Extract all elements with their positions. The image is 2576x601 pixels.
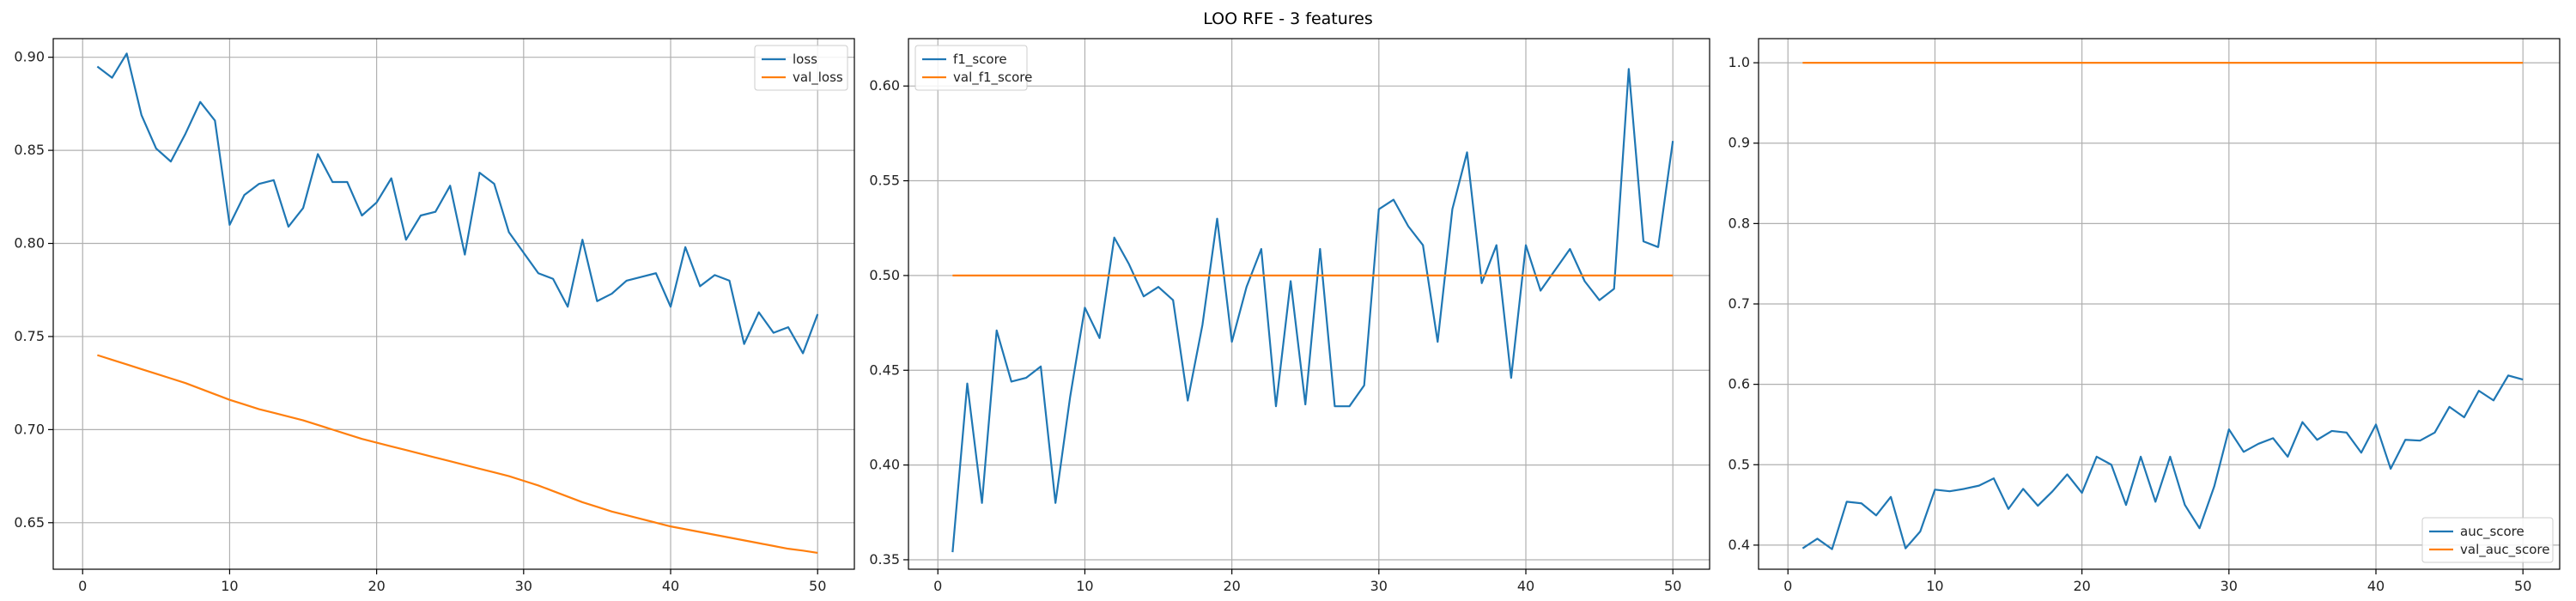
x-tick-label: 20 [2073, 578, 2090, 594]
x-tick-label: 10 [1076, 578, 1093, 594]
x-tick-label: 40 [2367, 578, 2385, 594]
x-tick-label: 20 [1223, 578, 1240, 594]
axes-frame [52, 38, 855, 570]
series-line-loss [96, 52, 819, 355]
x-tick-label: 10 [1926, 578, 1943, 594]
y-tick-label: 0.55 [869, 173, 900, 189]
legend: loss val_loss [754, 45, 848, 91]
legend-label: f1_score [953, 52, 1007, 68]
x-tick-label: 30 [1370, 578, 1388, 594]
legend-label: loss [793, 52, 817, 67]
figure-title: LOO RFE - 3 features [1203, 9, 1373, 28]
axes-frame [908, 38, 1710, 570]
legend-label: val_loss [793, 70, 843, 86]
y-tick-label: 0.40 [869, 457, 900, 473]
y-tick-label: 0.9 [1728, 135, 1750, 151]
y-tick-label: 0.8 [1728, 215, 1750, 231]
x-tick-label: 0 [933, 578, 942, 594]
legend-box [2421, 517, 2554, 563]
y-tick-label: 0.80 [14, 235, 45, 252]
y-tick-label: 0.4 [1728, 537, 1750, 553]
y-tick-label: 0.70 [14, 421, 45, 437]
x-tick-label: 10 [221, 578, 238, 594]
y-tick-label: 0.60 [869, 77, 900, 94]
x-tick-label: 0 [78, 578, 87, 594]
y-tick-label: 0.85 [14, 142, 45, 158]
y-tick-label: 0.5 [1728, 456, 1750, 472]
x-tick-label: 50 [809, 578, 826, 594]
y-tick-label: 0.90 [14, 49, 45, 65]
x-tick-label: 40 [1517, 578, 1534, 594]
chart-panel-3: 0 10 20 30 40 50 0.4 0.5 0.6 0.7 0.8 0.9 1.0 auc_scor… [1728, 38, 2561, 594]
x-tick-label: 20 [368, 578, 385, 594]
x-tick-label: 0 [1783, 578, 1792, 594]
legend-label: auc_score [2460, 524, 2524, 540]
series-line-val-loss [97, 354, 818, 555]
legend-label: val_auc_score [2460, 542, 2550, 558]
y-tick-label: 0.50 [869, 267, 900, 283]
x-tick-label: 30 [2221, 578, 2238, 594]
series-line-f1-score [951, 68, 1674, 553]
legend: f1_score val_f1_score [914, 45, 1032, 91]
chart-panel-1: 0 10 20 30 40 50 0.65 0.70 0.75 0.80 0.85 0.90 loss v… [14, 38, 855, 594]
legend: auc_score val_auc_score [2421, 517, 2554, 563]
series-line-auc-score [1801, 374, 2524, 550]
y-tick-label: 0.6 [1728, 376, 1750, 392]
y-tick-label: 1.0 [1728, 54, 1750, 70]
x-tick-label: 50 [2514, 578, 2531, 594]
x-tick-label: 40 [662, 578, 679, 594]
y-tick-label: 0.7 [1728, 295, 1750, 312]
legend-label: val_f1_score [953, 70, 1032, 86]
y-tick-label: 0.35 [869, 551, 900, 568]
y-tick-label: 0.45 [869, 361, 900, 378]
legend-box [914, 45, 1028, 91]
chart-panel-2: 0 10 20 30 40 50 0.35 0.40 0.45 0.50 0.55 0.60 f1_sc… [869, 38, 1710, 594]
x-tick-label: 50 [1664, 578, 1681, 594]
legend-box [754, 45, 848, 91]
y-tick-label: 0.75 [14, 328, 45, 344]
y-tick-label: 0.65 [14, 514, 45, 531]
x-tick-label: 30 [515, 578, 532, 594]
